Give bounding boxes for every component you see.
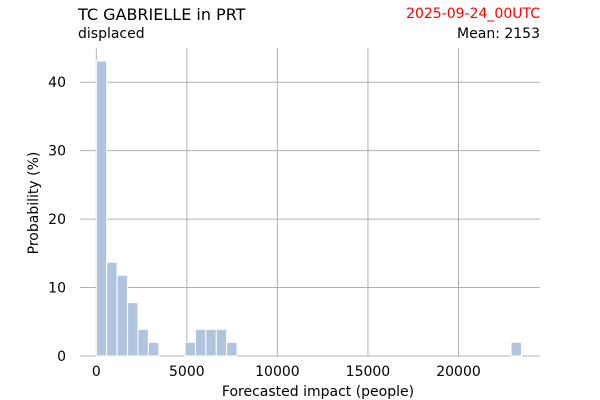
- histogram-bar: [205, 328, 217, 357]
- y-tick-label: 30: [48, 144, 66, 160]
- chart-title: TC GABRIELLE in PRT: [78, 5, 246, 24]
- y-tick-label: 40: [48, 75, 66, 91]
- forecast-date: 2025-09-24_00UTC: [406, 6, 540, 22]
- histogram-bar: [226, 341, 238, 357]
- x-tick-label: 20000: [436, 364, 481, 380]
- y-tick-label: 20: [48, 212, 66, 228]
- histogram-bar: [137, 328, 149, 357]
- mean-value: Mean: 2153: [457, 26, 540, 42]
- histogram-bar: [194, 328, 207, 357]
- y-tick-label: 0: [57, 349, 66, 365]
- histogram-bar: [215, 328, 228, 357]
- x-tick-label: 15000: [346, 364, 391, 380]
- x-tick-label: 5000: [169, 364, 205, 380]
- x-tick-label: 0: [92, 364, 101, 380]
- x-tick-label: 10000: [255, 364, 300, 380]
- bars: [95, 60, 522, 357]
- grid-lines: [80, 48, 540, 357]
- histogram-bar: [184, 341, 196, 357]
- histogram-bar: [116, 274, 129, 357]
- histogram-bar: [106, 261, 118, 357]
- tick-labels: 0 5000 10000 15000 20000 0 10 20 30 40: [48, 75, 481, 380]
- y-axis-label: Probability (%): [26, 152, 42, 255]
- histogram-bar: [147, 341, 160, 357]
- chart-subtitle: displaced: [78, 26, 145, 42]
- x-axis-label: Forecasted impact (people): [222, 384, 414, 400]
- histogram-bar: [95, 60, 108, 357]
- y-tick-label: 10: [48, 281, 66, 297]
- histogram-bar: [510, 341, 522, 357]
- histogram-bar: [127, 302, 139, 357]
